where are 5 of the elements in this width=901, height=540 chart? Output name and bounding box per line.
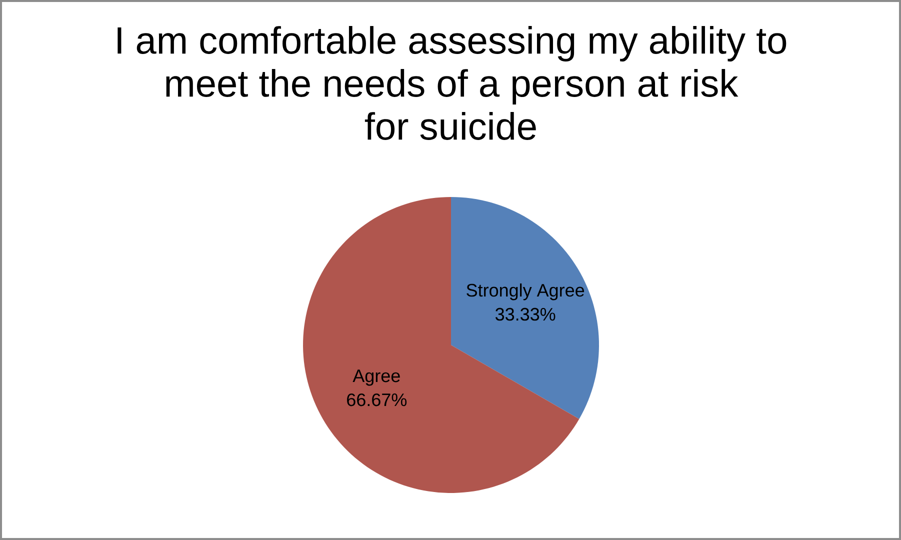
data-label: 33.33% (496, 308, 556, 321)
slice-label: Agree (352, 370, 400, 386)
data-label: 66.67% (347, 393, 407, 406)
chart-title: I am comfortable assessing my ability to meet the needs of a person at risk for suicide (118, 26, 786, 140)
slice-label: Strongly Agree (466, 283, 584, 300)
